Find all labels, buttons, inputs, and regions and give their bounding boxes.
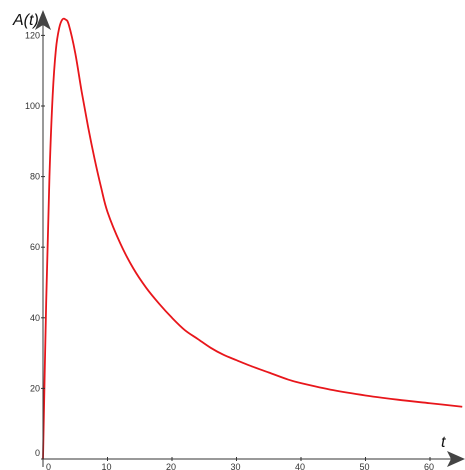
curve-layer bbox=[42, 17, 463, 460]
y-tick-label: 100 bbox=[25, 101, 40, 111]
x-tick-label: 60 bbox=[424, 462, 434, 470]
x-axis-arrow-icon bbox=[447, 451, 465, 467]
x-tick-label: 40 bbox=[295, 462, 305, 470]
y-axis-arrow-icon bbox=[35, 10, 51, 30]
x-tick-label: 30 bbox=[230, 462, 240, 470]
x-axis-title: t bbox=[441, 434, 446, 451]
y-tick-label: 20 bbox=[30, 383, 40, 393]
y-tick-label: 40 bbox=[30, 313, 40, 323]
y-tick-label: 120 bbox=[25, 30, 40, 40]
y-tick-label: 0 bbox=[35, 448, 40, 458]
x-tick-label: 50 bbox=[359, 462, 369, 470]
series-line bbox=[42, 17, 463, 460]
x-tick-label: 20 bbox=[166, 462, 176, 470]
x-tick-label: 0 bbox=[46, 462, 51, 470]
x-tick-label: 10 bbox=[101, 462, 111, 470]
y-tick-label: 80 bbox=[30, 172, 40, 182]
axes-layer bbox=[35, 10, 465, 467]
ticks-layer: 0 10 20 30 40 50 60 0 20 40 60 80 100 120 bbox=[25, 30, 434, 470]
y-tick-label: 60 bbox=[30, 242, 40, 252]
y-axis-title: A(t) bbox=[12, 12, 39, 29]
